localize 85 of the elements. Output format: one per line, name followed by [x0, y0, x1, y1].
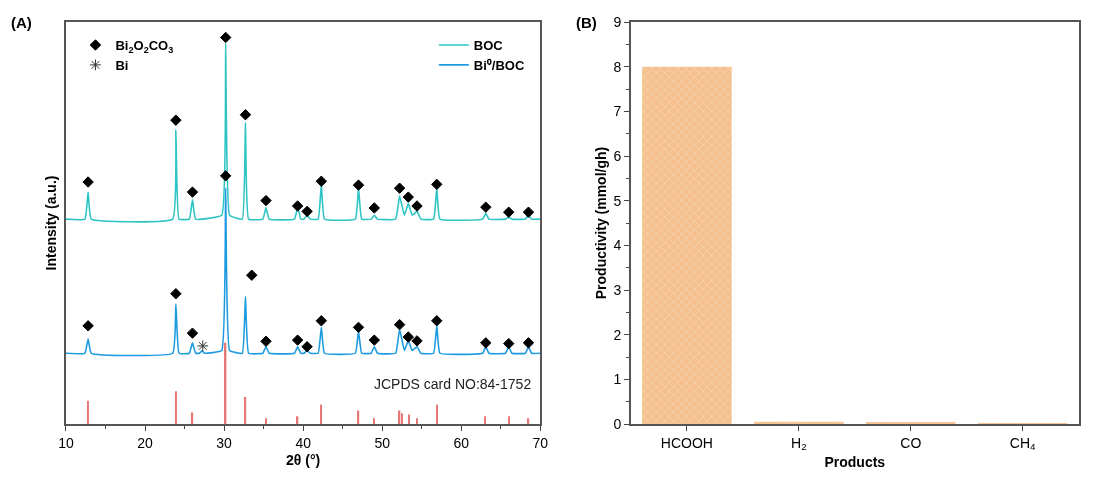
x-axis-title: 2θ (°) — [286, 452, 321, 469]
point — [219, 170, 232, 182]
x-tick-label: HCOOH — [660, 434, 713, 451]
y-tick-label: 2 — [613, 326, 622, 343]
point — [239, 109, 252, 121]
y-axis-title: Productivity (mmol/gh) — [592, 146, 609, 300]
bar — [526, 418, 530, 424]
x-axis-title: Products — [824, 454, 886, 471]
x-tick-label: 50 — [374, 434, 391, 451]
chart-title: (B) — [576, 14, 597, 31]
point — [186, 327, 199, 339]
y-tick-label: 9 — [613, 13, 622, 30]
point — [480, 337, 492, 349]
point — [315, 175, 328, 187]
chart-title: (A) — [11, 14, 32, 31]
y-axis-title: Intensity (a.u.) — [43, 175, 60, 271]
bar — [356, 410, 360, 424]
x-tick-label: 70 — [532, 434, 549, 451]
point — [170, 114, 182, 126]
bar — [372, 418, 376, 424]
point — [411, 335, 423, 347]
point — [301, 205, 313, 218]
point — [431, 315, 443, 327]
y-tick-label: 4 — [613, 237, 622, 254]
point — [219, 31, 232, 44]
point — [503, 206, 515, 218]
x-tick-label: 40 — [295, 434, 312, 451]
point — [246, 269, 258, 281]
point — [522, 337, 535, 349]
x-tick-label: CH$_{4}$ — [1009, 434, 1037, 453]
bar — [319, 404, 323, 424]
y-tick-label: 6 — [613, 147, 622, 164]
point — [411, 200, 423, 212]
point — [291, 334, 304, 346]
y-tick-label: 8 — [613, 58, 622, 75]
point — [402, 331, 415, 343]
bar — [435, 404, 438, 424]
point — [291, 200, 304, 212]
annotation: JCPDS card NO:84-1752 — [374, 376, 532, 392]
point — [503, 337, 515, 350]
point — [196, 340, 209, 352]
bar — [642, 66, 732, 424]
point — [301, 340, 313, 353]
y-tick-label: 3 — [613, 281, 622, 298]
bar — [243, 396, 247, 424]
bar — [483, 416, 486, 424]
point — [393, 318, 406, 331]
point — [170, 288, 182, 300]
x-tick-label: 30 — [216, 434, 233, 451]
bar — [264, 418, 267, 424]
x-tick-label: H$_{2}$ — [791, 434, 807, 453]
point — [352, 179, 365, 191]
point — [260, 335, 272, 347]
legend-label: Bi — [115, 57, 129, 73]
bar — [754, 421, 844, 424]
y-tick-label: 0 — [613, 415, 622, 432]
legend-label: Bi$_{2}$O$_{2}$CO$_{3}$ — [115, 38, 174, 55]
bar — [86, 400, 89, 424]
x-tick-label: 20 — [137, 434, 154, 451]
point — [315, 315, 328, 327]
point — [393, 182, 406, 194]
x-tick-label: CO — [900, 434, 922, 451]
point — [402, 191, 415, 203]
point — [82, 320, 94, 332]
y-tick-label: 5 — [613, 192, 622, 209]
point — [368, 334, 381, 346]
point — [522, 206, 535, 218]
bar — [174, 391, 177, 424]
point — [480, 201, 492, 213]
point — [260, 194, 272, 207]
bar — [507, 416, 510, 424]
y-tick-label: 1 — [613, 371, 622, 388]
x-tick-label: 10 — [58, 434, 74, 451]
x-tick-label: 60 — [453, 434, 470, 451]
y-tick-label: 7 — [613, 103, 622, 120]
point — [82, 176, 94, 188]
legend-label: Bi⁰/BOC — [473, 57, 525, 73]
bar — [407, 414, 410, 424]
point — [352, 321, 365, 334]
legend-label: BOC — [473, 38, 504, 54]
point — [431, 178, 443, 191]
bar — [415, 418, 418, 424]
bar — [190, 412, 194, 424]
point — [368, 202, 381, 214]
point — [186, 186, 199, 198]
